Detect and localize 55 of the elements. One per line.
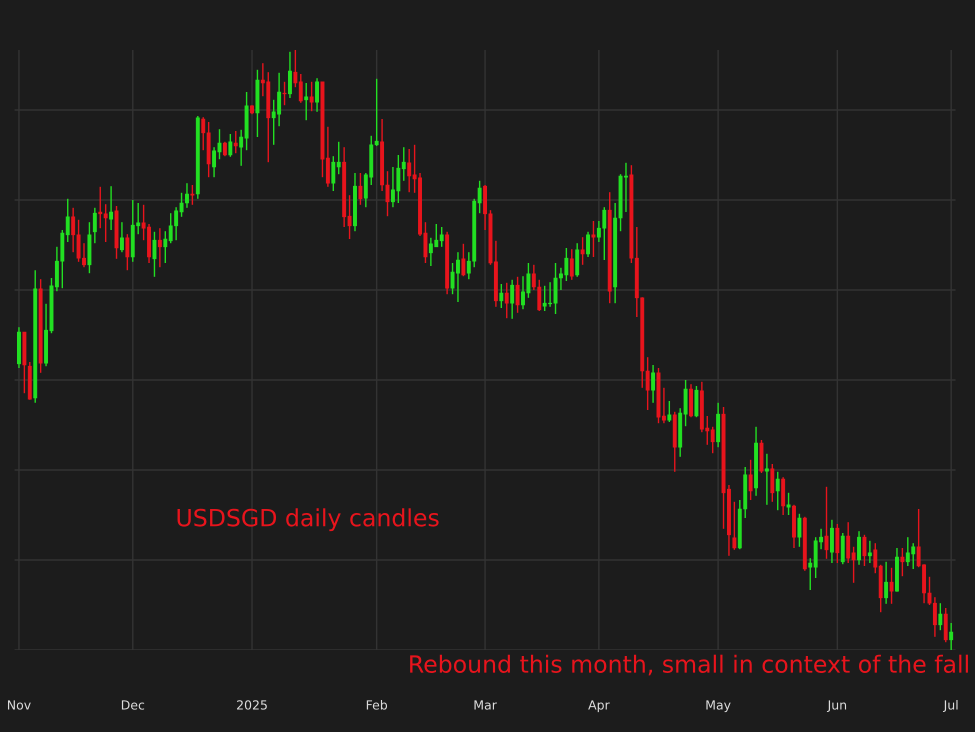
candlestick (862, 534, 866, 567)
candlestick (125, 234, 130, 271)
candlestick (938, 602, 942, 631)
candlestick (120, 222, 124, 253)
x-tick-label: Feb (366, 700, 388, 710)
x-tick-label: May (706, 700, 731, 712)
candlestick (900, 547, 904, 577)
candlestick (570, 248, 574, 280)
candlestick (949, 622, 954, 651)
candlestick (797, 513, 802, 548)
candlestick (824, 486, 828, 560)
candlestick (580, 236, 585, 266)
candlestick (109, 186, 114, 231)
x-tick-label: Mar (474, 700, 497, 710)
text: Rebound this month, small in context of the fall (410, 654, 968, 676)
candlestick (586, 231, 590, 258)
candlestick (358, 172, 362, 206)
candlestick (310, 81, 314, 112)
x-tick-label: 2025 (237, 700, 267, 710)
x-tick-label: Apr (588, 700, 610, 712)
candlestick (315, 78, 320, 112)
candlestick (651, 364, 656, 404)
candlestick (857, 530, 861, 566)
candlestick (890, 567, 894, 604)
annotation: USDSGD daily candles (178, 508, 439, 532)
candlestick (786, 492, 791, 516)
candlestick (770, 463, 774, 502)
candlestick (592, 220, 596, 258)
candlestick (158, 228, 162, 268)
candlestick (190, 184, 194, 206)
candlestick (152, 231, 156, 278)
candlestick (499, 283, 504, 309)
candlestick (830, 519, 834, 564)
candlestick (884, 561, 888, 604)
candlestick (504, 282, 509, 319)
candlestick (776, 471, 780, 511)
candlestick (288, 51, 292, 99)
candlestick (228, 133, 232, 158)
candlestick (868, 540, 872, 564)
candlestick (510, 279, 514, 320)
x-tick-label: Jun (826, 700, 846, 712)
x-tick-label: Jul (942, 700, 958, 712)
candlestick (748, 459, 753, 501)
candlestick (764, 453, 769, 506)
x-tick-label: Dec (122, 700, 144, 710)
candlestick (461, 243, 466, 277)
candlestick (667, 400, 672, 423)
candlestick (92, 207, 97, 244)
candlestick (516, 276, 520, 314)
candlestick (282, 81, 286, 106)
candlestick (732, 501, 736, 550)
candlestick (304, 82, 308, 121)
candlestick (222, 141, 227, 157)
candlestick (234, 130, 238, 154)
x-tick-label: Nov (8, 700, 31, 710)
